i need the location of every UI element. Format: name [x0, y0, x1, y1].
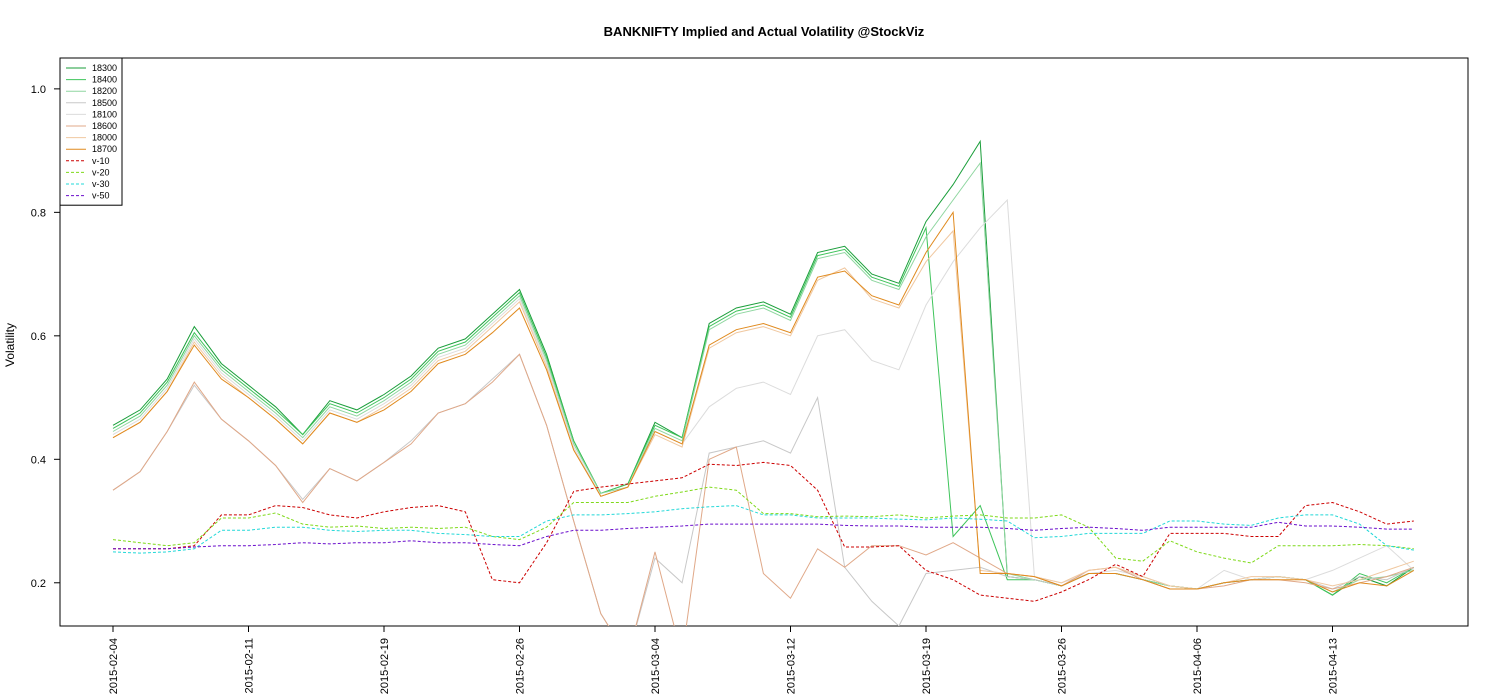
legend-label: 18400 — [92, 75, 117, 85]
chart-title: BANKNIFTY Implied and Actual Volatility … — [604, 24, 925, 39]
x-tick-label: 2015-04-13 — [1328, 638, 1340, 694]
legend-label: 18000 — [92, 133, 117, 143]
series-line-v-50 — [113, 521, 1414, 550]
legend-label: 18500 — [92, 98, 117, 108]
legend-label: v-10 — [92, 156, 110, 166]
legend-label: v-50 — [92, 191, 110, 201]
series-line-18100 — [112, 198, 1415, 590]
y-tick-label: 0.8 — [31, 207, 46, 219]
y-tick-label: 0.6 — [31, 331, 46, 343]
series-line-18000 — [112, 229, 1414, 590]
plot-area — [59, 57, 1469, 627]
y-axis: 0.2 0.4 0.6 0.8 1.0 — [31, 84, 60, 590]
series-line-18500 — [112, 353, 1415, 626]
legend-label: 18300 — [92, 63, 117, 73]
x-tick-label: 2015-03-19 — [921, 638, 933, 694]
series-line-v-30 — [112, 505, 1414, 554]
x-tick-label: 2015-03-26 — [1057, 638, 1069, 694]
series-layer — [112, 139, 1415, 626]
series-line-v-20 — [112, 486, 1414, 564]
series-line-18700 — [112, 210, 1415, 593]
series-line-18400 — [112, 225, 1415, 596]
series-line-v-10 — [113, 461, 1414, 602]
x-axis: 2015-02-04 2015-02-11 2015-02-19 2015-02-26… — [108, 626, 1340, 694]
x-tick-label: 2015-04-06 — [1192, 638, 1204, 694]
legend-label: 18100 — [92, 109, 117, 119]
series-line-18600 — [112, 353, 1414, 626]
series-line-18300 — [112, 139, 1415, 596]
x-tick-label: 2015-03-12 — [786, 638, 798, 694]
legend-box — [59, 57, 123, 206]
x-tick-label: 2015-02-19 — [379, 638, 391, 694]
legend-label: 18600 — [92, 121, 117, 131]
x-tick-label: 2015-02-11 — [244, 638, 256, 693]
y-axis-label: Volatility — [3, 323, 17, 367]
y-tick-label: 0.2 — [31, 578, 46, 590]
legend-label: 18200 — [92, 86, 117, 96]
y-tick-label: 0.4 — [31, 454, 46, 466]
x-tick-label: 2015-02-04 — [108, 638, 120, 694]
x-tick-label: 2015-03-04 — [650, 638, 662, 694]
y-tick-label: 1.0 — [31, 84, 46, 96]
legend-label: v-20 — [92, 167, 110, 177]
x-tick-label: 2015-02-26 — [515, 638, 527, 694]
legend-label: 18700 — [92, 144, 117, 154]
legend-label: v-30 — [92, 179, 110, 189]
